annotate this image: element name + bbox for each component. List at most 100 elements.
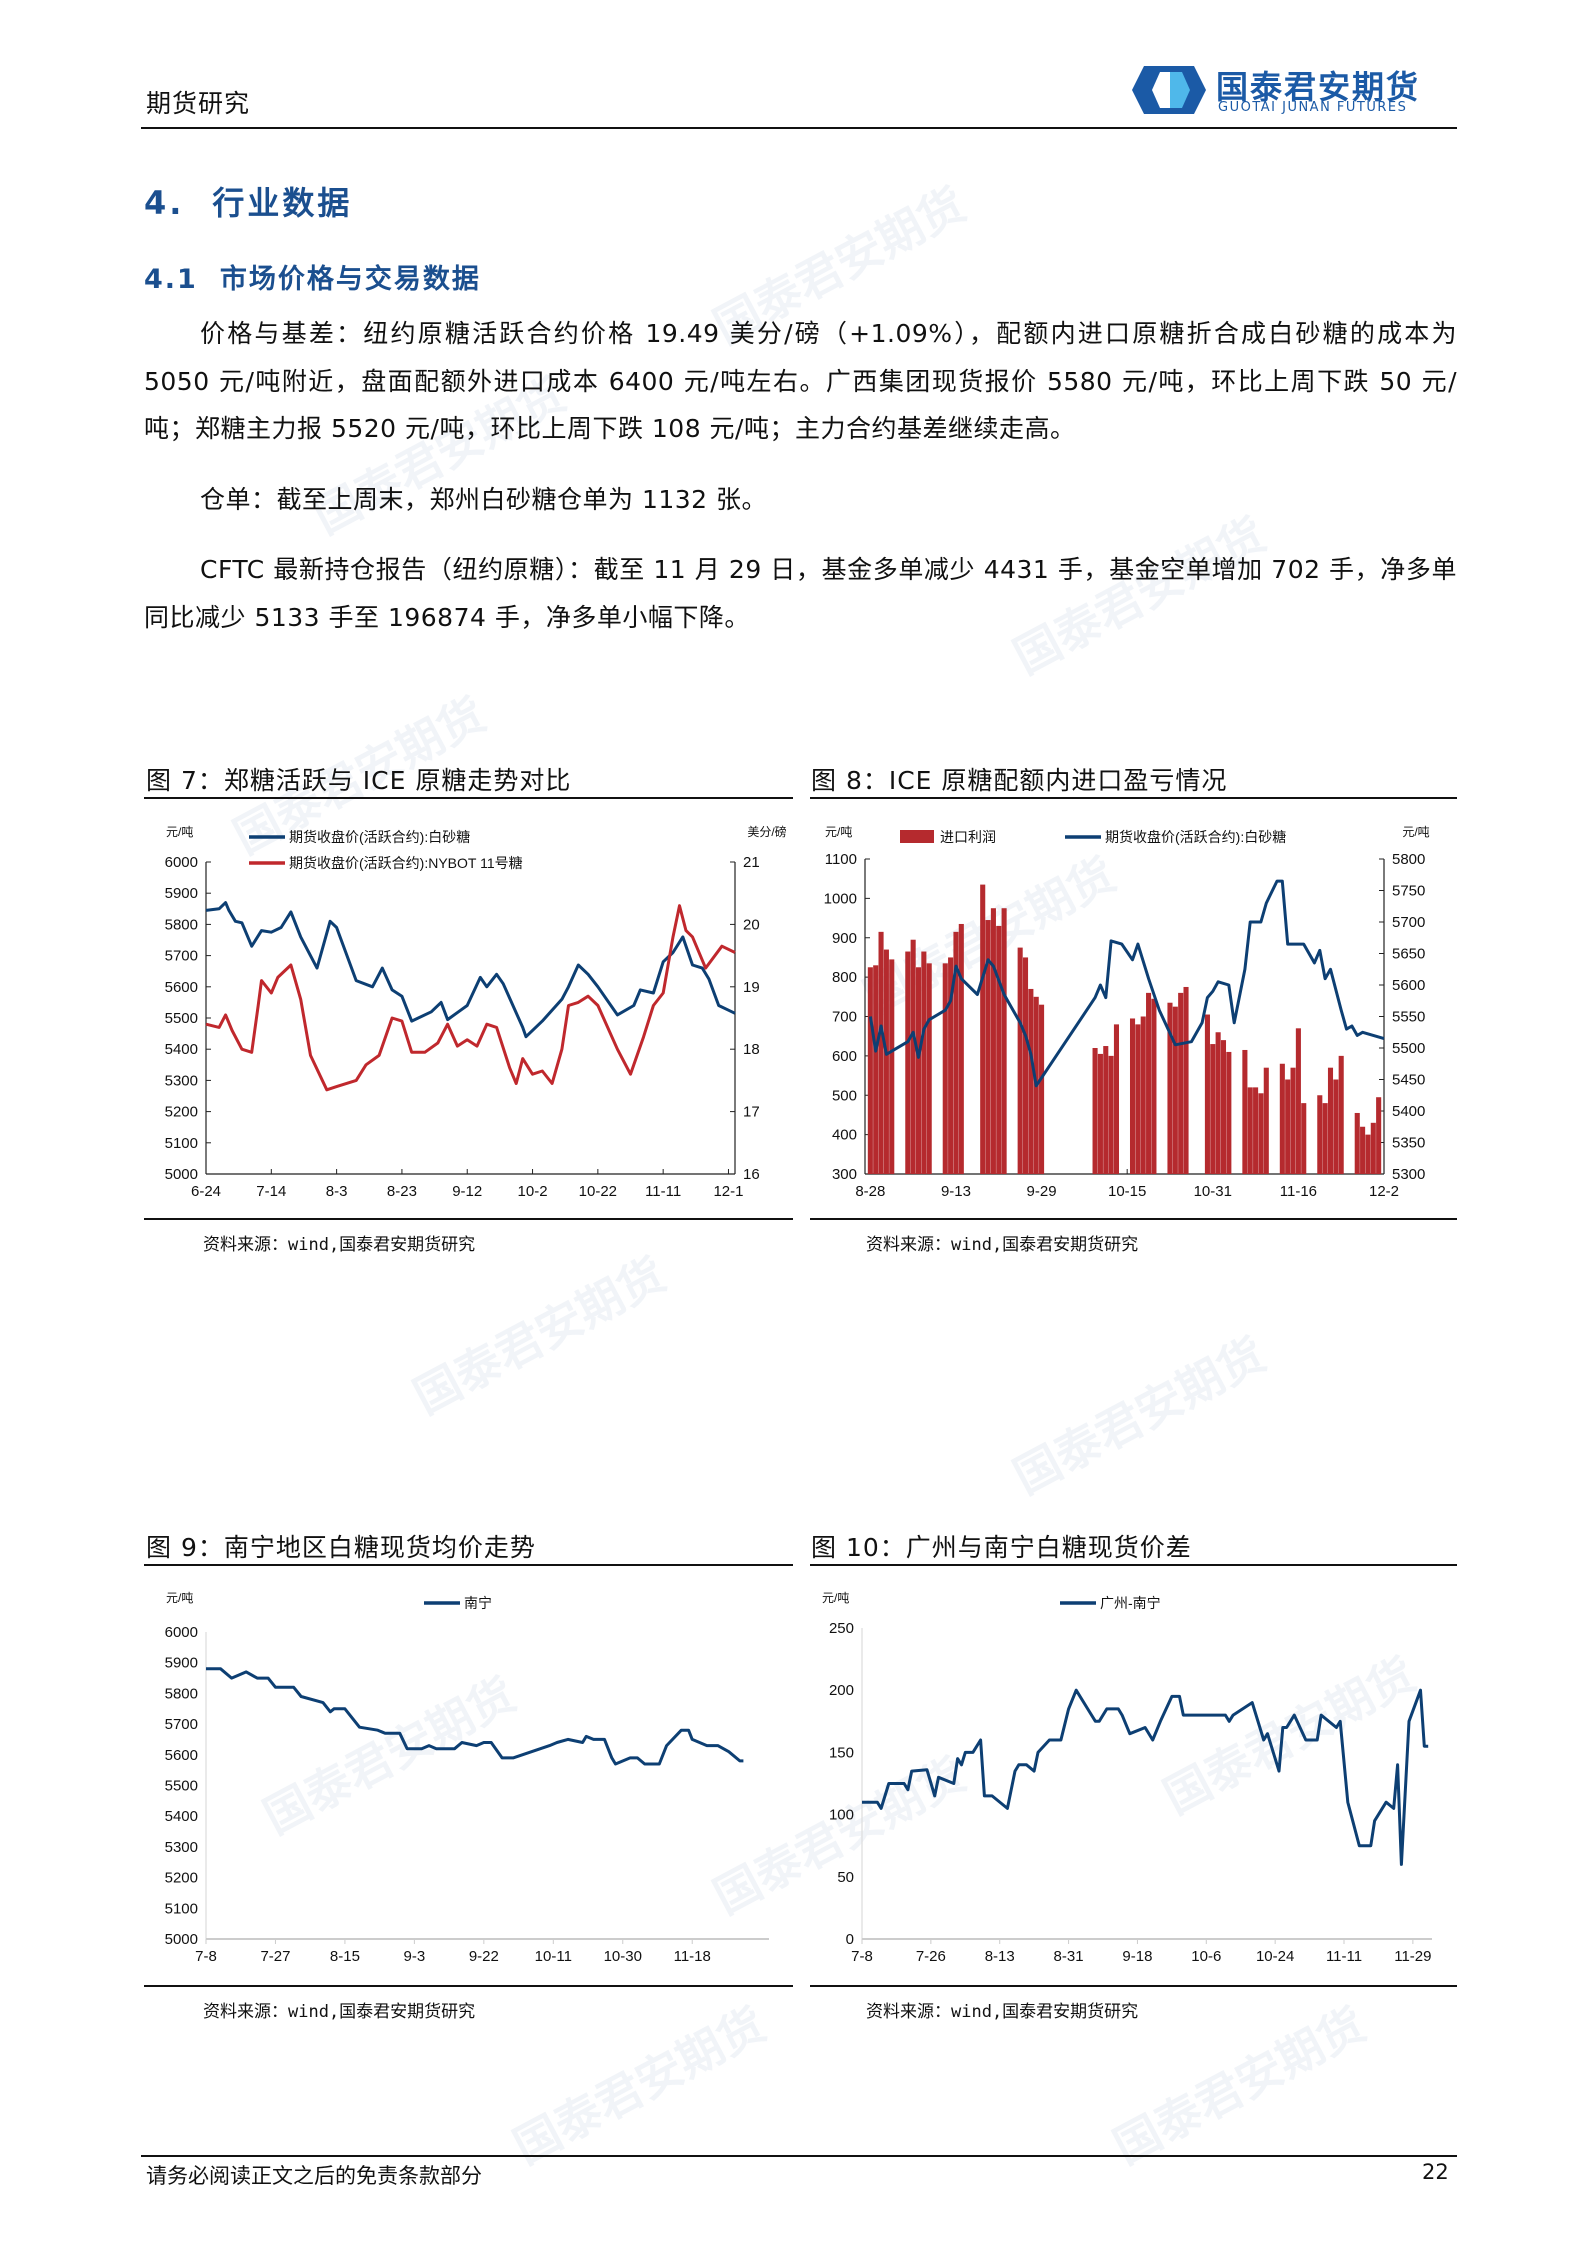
y-tick-label-left: 5900: [165, 885, 198, 902]
bar-import-profit: [1039, 1004, 1045, 1174]
y-tick-label-left: 800: [832, 969, 857, 986]
bar-import-profit: [1285, 1079, 1291, 1174]
bar-import-profit: [1360, 1126, 1366, 1174]
bar-import-profit: [1290, 1067, 1296, 1174]
x-tick-label: 6-24: [191, 1183, 221, 1200]
y-tick-label-left: 5700: [165, 1716, 198, 1733]
y-tick-label-left: 5500: [165, 1010, 198, 1027]
y-tick-label-left: 600: [832, 1048, 857, 1065]
legend-swatch-bar: [900, 830, 934, 843]
logo-text-cn: 国泰君安期货: [1216, 68, 1421, 106]
y-tick-label-left: 5800: [165, 1685, 198, 1702]
bar-import-profit: [1354, 1112, 1360, 1174]
bar-import-profit: [926, 963, 932, 1174]
figure-7-title: 图 7：郑糖活跃与 ICE 原糖走势对比: [146, 766, 572, 795]
watermark-text: 国泰君安期货: [404, 1247, 674, 1425]
bar-import-profit: [1001, 908, 1007, 1174]
footer-disclaimer: 请务必阅读正文之后的免责条款部分: [146, 2164, 482, 2188]
bar-import-profit: [1376, 1097, 1382, 1174]
y-tick-label-right: 5450: [1392, 1072, 1425, 1089]
section-title: 行业数据: [212, 184, 353, 222]
bar-import-profit: [1365, 1134, 1371, 1174]
series-line-0: [205, 901, 736, 1039]
page-number: 22: [1422, 2160, 1449, 2184]
figure-9-title: 图 9：南宁地区白糖现货均价走势: [146, 1533, 536, 1562]
y-tick-label-left: 1000: [824, 890, 857, 907]
bar-import-profit: [1028, 988, 1034, 1174]
bar-import-profit: [867, 967, 873, 1174]
header-title: 期货研究: [146, 89, 251, 118]
bar-import-profit: [1295, 1028, 1301, 1174]
x-tick-label: 8-23: [387, 1183, 417, 1200]
legend-label: 南宁: [464, 1595, 492, 1611]
x-tick-label: 7-8: [851, 1948, 873, 1965]
bar-import-profit: [953, 931, 959, 1174]
figure-9-title-rule: [144, 1564, 793, 1566]
y-tick-label-right: 5650: [1392, 946, 1425, 963]
bar-import-profit: [878, 931, 884, 1174]
bar-import-profit: [1242, 1049, 1248, 1174]
series-line-0: [206, 1667, 744, 1766]
bar-import-profit: [1204, 1014, 1210, 1174]
y-tick-label-left: 5800: [165, 916, 198, 933]
x-tick-label: 10-2: [518, 1183, 548, 1200]
x-tick-label: 10-31: [1194, 1183, 1232, 1200]
y-tick-label-right: 5550: [1392, 1009, 1425, 1026]
figure-9-bottom-rule: [144, 1985, 793, 1987]
figure-8-title-rule: [810, 797, 1457, 799]
subsection-heading: 4.1 市场价格与交易数据: [144, 257, 503, 296]
x-tick-label: 12-1: [713, 1183, 743, 1200]
y-tick-label-right: 5600: [1392, 977, 1425, 994]
x-tick-label: 9-3: [404, 1948, 426, 1965]
bar-import-profit: [1263, 1067, 1269, 1174]
y-tick-label-left: 900: [832, 930, 857, 947]
bar-import-profit: [1253, 1087, 1259, 1174]
y-axis-right-unit: 元/吨: [1402, 825, 1429, 839]
x-tick-label: 8-15: [330, 1948, 360, 1965]
x-tick-label: 8-28: [855, 1183, 885, 1200]
figure-10-chart: 元/吨 0 50 100 150 200 250 7-8 7-26 8-13 8-31 9-18 10-…: [810, 1586, 1460, 1981]
y-tick-label-right: 5700: [1392, 914, 1425, 931]
bar-import-profit: [910, 939, 916, 1174]
x-tick-label: 10-30: [604, 1948, 642, 1965]
y-tick-label-left: 50: [837, 1869, 854, 1886]
y-tick-label-left: 5900: [165, 1655, 198, 1672]
bar-import-profit: [942, 963, 948, 1174]
x-tick-label: 11-18: [674, 1948, 711, 1965]
logo-text-en: GUOTAI JUNAN FUTURES: [1218, 100, 1408, 115]
bar-import-profit: [1322, 1103, 1328, 1174]
y-tick-label-left: 5400: [165, 1041, 198, 1058]
x-tick-label: 9-13: [941, 1183, 971, 1200]
y-axis-left-unit: 元/吨: [166, 1591, 193, 1605]
y-tick-label-left: 0: [846, 1931, 854, 1948]
x-tick-label: 8-31: [1054, 1948, 1084, 1965]
bar-import-profit: [889, 959, 895, 1174]
y-axis-left-unit: 元/吨: [166, 825, 193, 839]
x-tick-label: 11-16: [1280, 1183, 1317, 1200]
bar-import-profit: [1113, 1024, 1120, 1174]
y-tick-label-left: 500: [832, 1087, 857, 1104]
y-tick-label-left: 5400: [165, 1808, 198, 1825]
bar-import-profit: [1183, 986, 1189, 1174]
bar-import-profit: [1327, 1067, 1334, 1174]
y-tick-label-left: 5000: [165, 1931, 198, 1948]
bar-import-profit: [1247, 1087, 1253, 1174]
x-tick-label: 8-13: [985, 1948, 1015, 1965]
bar-import-profit: [958, 923, 964, 1174]
y-axis-left-unit: 元/吨: [825, 825, 852, 839]
x-tick-label: 8-3: [326, 1183, 348, 1200]
series-line-0: [868, 879, 1385, 1088]
figure-7-chart: 元/吨 美分/磅 5000 5100 5200 5300 5400 5500 5600 5700 5…: [144, 820, 794, 1212]
y-tick-label-right: 20: [743, 916, 760, 933]
x-tick-label: 9-29: [1027, 1183, 1057, 1200]
figure-8-source: 资料来源：wind,国泰君安期货研究: [866, 1235, 1139, 1255]
legend-label: 期货收盘价(活跃合约):白砂糖: [1105, 829, 1286, 845]
y-tick-label-left: 100: [829, 1807, 854, 1824]
y-tick-label-left: 5200: [165, 1870, 198, 1887]
bar-import-profit: [1135, 1024, 1141, 1174]
bar-import-profit: [985, 920, 991, 1174]
figure-10-title-rule: [810, 1564, 1457, 1566]
figure-9-source: 资料来源：wind,国泰君安期货研究: [203, 2002, 476, 2022]
y-tick-label-right: 5500: [1392, 1040, 1425, 1057]
series-line-1: [205, 904, 736, 1092]
